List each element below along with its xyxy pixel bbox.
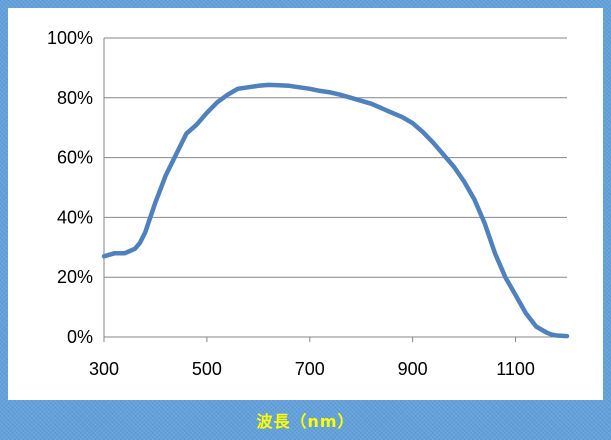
x-axis-label-band: 波長（nm） [0, 400, 611, 440]
y-tick-label: 20% [57, 267, 93, 287]
x-axis-label: 波長（nm） [256, 412, 355, 431]
y-tick-labels: 0% 20% 40% 60% 80% 100% [47, 28, 93, 347]
x-tick-label: 700 [295, 359, 325, 379]
y-tick-label: 80% [57, 88, 93, 108]
chart-plot-area: 0% 20% 40% 60% 80% 100% 300 500 700 900 1100 [8, 8, 603, 400]
x-tick-label: 900 [398, 359, 428, 379]
grid-lines [103, 37, 567, 342]
series-line-0 [101, 82, 570, 339]
x-tick-label: 300 [89, 359, 119, 379]
x-tick-label: 1100 [496, 359, 535, 379]
y-tick-label: 0% [67, 327, 93, 347]
x-tick-label: 500 [192, 359, 222, 379]
series-lines [101, 82, 570, 339]
x-tick-labels: 300 500 700 900 1100 [89, 359, 535, 379]
y-tick-label: 40% [57, 207, 93, 227]
y-tick-label: 100% [47, 28, 93, 48]
line-chart: 0% 20% 40% 60% 80% 100% 300 500 700 900 1100 [47, 28, 570, 379]
y-tick-label: 60% [57, 148, 93, 168]
